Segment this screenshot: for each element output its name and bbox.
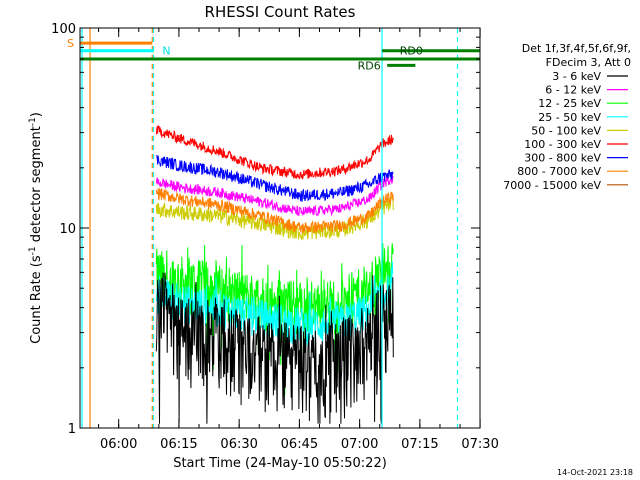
legend-entry-label: 50 - 100 keV	[531, 124, 601, 137]
series-lines	[155, 125, 394, 424]
legend: Det 1f,3f,4f,5f,6f,9f, FDecim 3, Att 0 3…	[503, 42, 631, 192]
x-axis-ticks: 06:00 06:15 06:30 06:45 07:00 07:15 07:30	[98, 28, 499, 452]
chart-title: RHESSI Count Rates	[205, 3, 356, 21]
interval-label: N	[162, 45, 170, 58]
series-line	[155, 174, 394, 217]
y-tick-label: 10	[59, 222, 76, 237]
interval-bars: S N RD0 RD6	[67, 37, 480, 72]
y-axis-label-exponent: -1	[28, 246, 38, 255]
series-line	[155, 188, 394, 234]
x-tick-label: 07:30	[461, 437, 498, 452]
y-axis-label-main: Count Rate (s	[29, 255, 44, 344]
legend-entry-label: 7000 - 15000 keV	[503, 179, 601, 192]
y-tick-label: 1	[68, 422, 76, 437]
series-line	[155, 272, 394, 424]
series-line	[156, 154, 394, 202]
x-tick-label: 06:45	[281, 437, 318, 452]
x-tick-label: 07:15	[401, 437, 438, 452]
y-axis-label: Count Rate (s-1 detector segment-1)	[28, 112, 44, 344]
y-axis-label-rest: detector segment	[29, 126, 44, 246]
legend-header-line-1: Det 1f,3f,4f,5f,6f,9f,	[522, 42, 631, 55]
y-axis-ticks: 1 10 100	[51, 22, 480, 437]
interval-label: RD0	[400, 45, 423, 58]
y-axis-label-exponent-2: -1	[28, 117, 38, 126]
legend-entry-label: 100 - 300 keV	[524, 138, 601, 151]
x-axis-label: Start Time (24-May-10 05:50:22)	[173, 456, 387, 471]
interval-label: RD6	[358, 59, 381, 72]
legend-entry-label: 300 - 800 keV	[524, 152, 601, 165]
legend-entry-label: 25 - 50 keV	[538, 111, 601, 124]
legend-entry-label: 3 - 6 keV	[552, 70, 601, 83]
y-tick-label: 100	[51, 22, 76, 37]
vertical-marker-lines	[81, 28, 459, 428]
legend-entry-label: 800 - 7000 keV	[517, 165, 601, 178]
y-axis-label-close: )	[29, 112, 44, 117]
x-tick-label: 06:15	[160, 437, 197, 452]
x-tick-label: 06:30	[220, 437, 257, 452]
generation-timestamp: 14-Oct-2021 23:18	[557, 468, 633, 477]
plot-area: S N RD0 RD6	[67, 28, 480, 428]
x-tick-label: 06:00	[100, 437, 137, 452]
interval-label: S	[67, 37, 74, 50]
x-tick-label: 07:00	[341, 437, 378, 452]
legend-entry-label: 12 - 25 keV	[538, 97, 601, 110]
series-line	[155, 125, 394, 180]
legend-entry-label: 6 - 12 keV	[545, 84, 601, 97]
legend-header-line-2: FDecim 3, Att 0	[546, 56, 631, 69]
